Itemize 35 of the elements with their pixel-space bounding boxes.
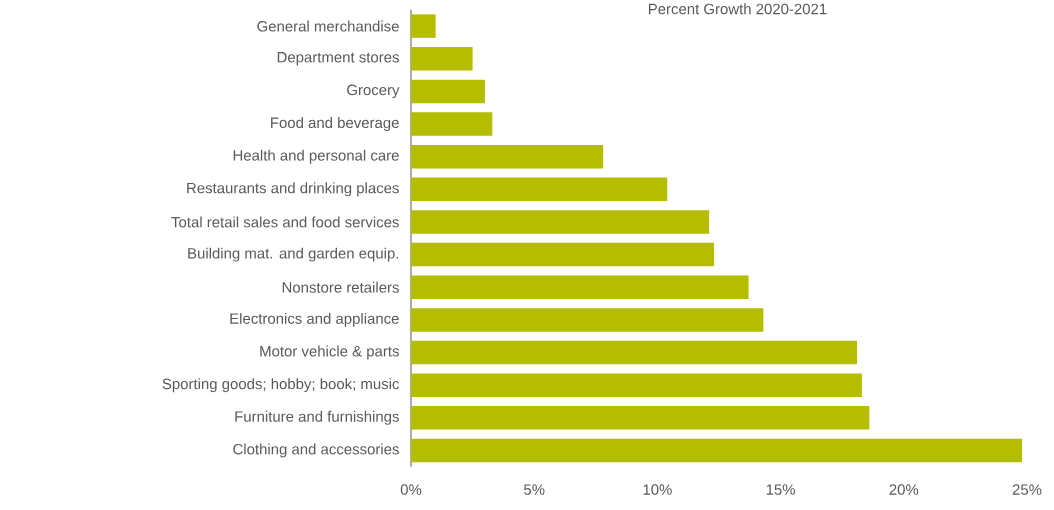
bar [411, 112, 493, 136]
y-tick-label: Food and beverage [271, 117, 399, 132]
x-tick-label: 20% [889, 484, 919, 495]
x-tick-label: 10% [643, 484, 672, 495]
bar [411, 145, 604, 169]
y-tick-label: Grocery [347, 84, 400, 99]
y-tick-label: Total retail sales and food services [171, 216, 399, 228]
y-tick-label: Motor vehicle & parts [260, 345, 399, 360]
bar [411, 406, 870, 430]
bar [411, 308, 764, 332]
y-tick-label: Clothing and accessories [233, 443, 399, 458]
x-tick-label: 25% [1012, 484, 1042, 495]
bar [411, 438, 1023, 463]
y-tick-label: Restaurants and drinking places [187, 182, 399, 197]
bar [411, 373, 862, 398]
bar [411, 177, 668, 202]
bar [411, 47, 473, 71]
bar [411, 242, 715, 267]
bar [411, 79, 485, 104]
chart-title: Percent Growth 2020-2021 [648, 3, 827, 15]
x-tick-label: 5% [524, 484, 545, 495]
y-tick-label: Electronics and appliance [230, 313, 399, 327]
y-tick-label: Nonstore retailers [282, 281, 399, 293]
y-tick-label: Sporting goods; hobby; book; music [162, 378, 400, 393]
y-tick-label: Health and personal care [233, 149, 399, 164]
y-tick-label: General merchandise [257, 20, 399, 32]
bar [411, 210, 710, 234]
y-tick-label: Building mat. and garden equip. [188, 247, 399, 262]
bar [411, 275, 749, 300]
y-tick-label: Furniture and furnishings [235, 410, 399, 425]
bar [411, 340, 857, 365]
bar [411, 14, 436, 38]
x-tick-label: 15% [766, 484, 796, 495]
x-tick-label: 0% [400, 484, 422, 495]
y-tick-label: Department stores [277, 52, 399, 66]
